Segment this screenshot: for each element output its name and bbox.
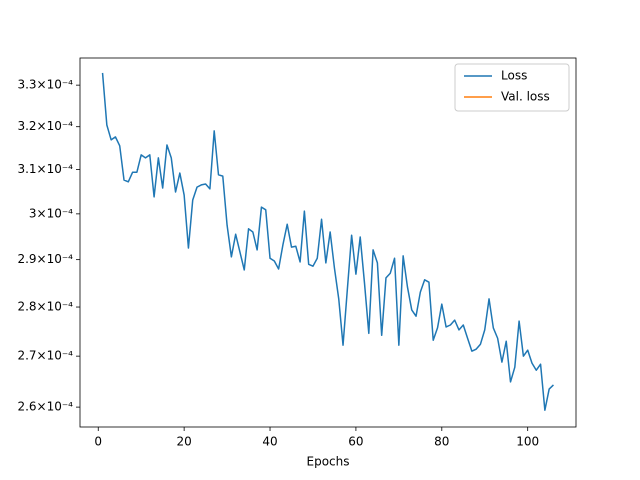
- y-tick-label: 3×10⁻⁴: [29, 206, 73, 220]
- y-tick-label: 3.1×10⁻⁴: [17, 162, 73, 176]
- x-tick-label: 80: [434, 435, 449, 449]
- y-tick-label: 3.3×10⁻⁴: [17, 78, 73, 92]
- x-tick-label: 100: [516, 435, 539, 449]
- y-tick-label: 3.2×10⁻⁴: [17, 119, 73, 133]
- y-tick-label: 2.9×10⁻⁴: [17, 252, 73, 266]
- x-axis-label: Epochs: [307, 455, 350, 469]
- x-tick-label: 60: [348, 435, 363, 449]
- data-line: [101, 72, 554, 411]
- y-tick-label: 2.6×10⁻⁴: [17, 400, 73, 414]
- x-tick-label: 20: [176, 435, 191, 449]
- axes-frame: [79, 57, 577, 428]
- x-tick-label: 40: [262, 435, 277, 449]
- legend-label: Loss: [501, 69, 527, 83]
- x-tick-label: 0: [94, 435, 102, 449]
- y-tick-label: 2.7×10⁻⁴: [17, 349, 73, 363]
- y-tick-label: 2.8×10⁻⁴: [17, 300, 73, 314]
- legend-label: Val. loss: [501, 90, 550, 104]
